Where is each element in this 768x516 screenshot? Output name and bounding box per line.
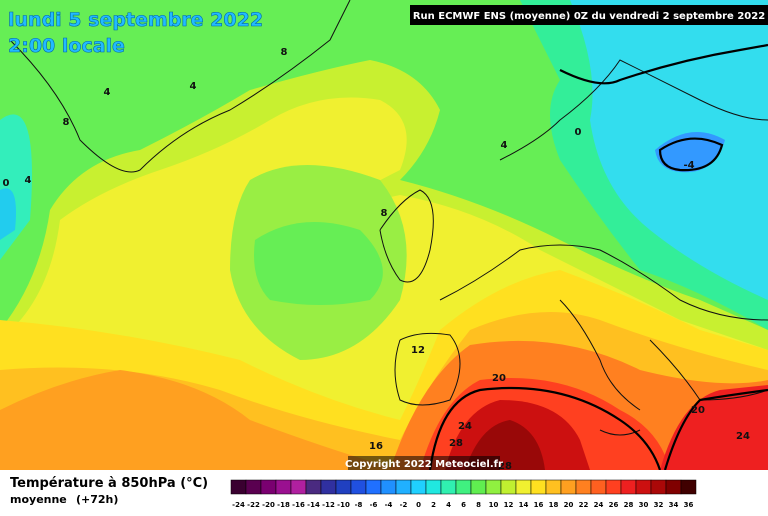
colorbar-label: -20: [262, 501, 275, 509]
colorbar-swatch: [470, 479, 487, 495]
colorbar-swatch: [275, 479, 292, 495]
colorbar-swatch: [455, 479, 472, 495]
colorbar-label: 26: [609, 501, 619, 509]
legend-subtitle: moyenne: [10, 493, 67, 506]
colorbar-label: 36: [684, 501, 694, 509]
contour-label: 4: [190, 81, 197, 92]
colorbar-label: 0: [416, 501, 421, 509]
contour-label: 8: [63, 117, 70, 128]
colorbar-label: 24: [594, 501, 604, 509]
colorbar-swatch: [515, 479, 532, 495]
colorbar-swatch: [395, 479, 412, 495]
colorbar-swatch: [560, 479, 577, 495]
contour-label: 0: [575, 127, 582, 138]
copyright: Copyright 2022 Meteociel.fr: [345, 459, 503, 470]
colorbar-label: 16: [534, 501, 544, 509]
colorbar-label: 6: [461, 501, 466, 509]
colorbar-swatch: [665, 479, 682, 495]
contour-label: 4: [501, 140, 508, 151]
colorbar-label: -6: [370, 501, 378, 509]
contour-label: 8: [381, 208, 388, 219]
colorbar-swatch: [365, 479, 382, 495]
colorbar-label: 34: [669, 501, 679, 509]
contour-label: 28: [498, 461, 512, 472]
colorbar-swatch: [635, 479, 652, 495]
colorbar-swatch: [290, 479, 307, 495]
coastlines: [9, 0, 768, 436]
colorbar-label: -12: [322, 501, 335, 509]
contour-label: 24: [736, 431, 750, 442]
colorbar-swatch: [605, 479, 622, 495]
contour-label: 4: [104, 87, 111, 98]
legend-title: Température à 850hPa (°C): [10, 476, 208, 491]
colorbar-label: 4: [446, 501, 451, 509]
colorbar-swatch: [575, 479, 592, 495]
colorbar-swatch: [380, 479, 397, 495]
zone-cold: [0, 188, 16, 240]
colorbar-label: -16: [292, 501, 305, 509]
colorbar-label: 10: [489, 501, 499, 509]
colorbar-swatch: [500, 479, 517, 495]
colorbar-label: -4: [385, 501, 393, 509]
zone-hot: [660, 385, 768, 470]
colorbar-label: -24: [232, 501, 245, 509]
colorbar-label: 20: [564, 501, 574, 509]
contour-label: 0: [3, 178, 10, 189]
colorbar-swatch: [590, 479, 607, 495]
colorbar-label: -14: [307, 501, 320, 509]
colorbar-swatch: [680, 479, 697, 495]
colorbar-swatch: [485, 479, 502, 495]
contour-label: 20: [691, 405, 705, 416]
colorbar-label: -22: [247, 501, 260, 509]
contour-label: 20: [492, 373, 506, 384]
contour-label: 12: [411, 345, 425, 356]
contour-label: 28: [449, 438, 463, 449]
colorbar-label: 22: [579, 501, 589, 509]
copyright-box: [348, 456, 500, 470]
colorbar-label: 30: [639, 501, 649, 509]
contour-label: -4: [683, 160, 694, 171]
colorbar-swatch: [245, 479, 262, 495]
forecast-time: 2:00 locale: [8, 35, 125, 57]
colorbar-label: -18: [277, 501, 290, 509]
contour-lines: [428, 43, 768, 471]
colorbar-swatch: [410, 479, 427, 495]
colorbar-swatch: [530, 479, 547, 495]
zone-cool: [254, 222, 383, 305]
colorbar-label: -2: [400, 501, 408, 509]
colorbar-swatch: [230, 479, 247, 495]
contour-label: 16: [369, 441, 383, 452]
colorbar-swatch: [320, 479, 337, 495]
colorbar-label: 12: [504, 501, 514, 509]
colorbar-label: 8: [476, 501, 481, 509]
colorbar-swatch: [260, 479, 277, 495]
contour-label: 4: [25, 175, 32, 186]
colorbar-label: 28: [624, 501, 634, 509]
run-info: Run ECMWF ENS (moyenne) 0Z du vendredi 2…: [413, 11, 765, 22]
run-box: [410, 5, 768, 25]
colorbar-swatch: [440, 479, 457, 495]
colorbar-swatch: [305, 479, 322, 495]
colorbar-swatch: [545, 479, 562, 495]
contour-label: 24: [458, 421, 472, 432]
colorbar-swatch: [650, 479, 667, 495]
legend-lead: (+72h): [76, 493, 118, 506]
colorbar-label: 32: [654, 501, 664, 509]
colorbar-swatch: [335, 479, 352, 495]
colorbar-label: 2: [431, 501, 436, 509]
colorbar-label: -10: [337, 501, 350, 509]
forecast-date: lundi 5 septembre 2022: [8, 9, 263, 31]
colorbar-label: -8: [355, 501, 363, 509]
contour-labels: 8 4 4 8 0 4 4 0 -4 8 12 20 20 24 28 24 1…: [3, 47, 750, 472]
colorbar-swatch: [620, 479, 637, 495]
colorbar-swatch: [425, 479, 442, 495]
colorbar-label: 18: [549, 501, 559, 509]
zone-hot: [0, 370, 400, 470]
colorbar-label: 14: [519, 501, 529, 509]
colorbar: -24 -22 -20 -18 -16 -14 -12 -10 -8 -6 -4 -2 0 2 4 6 8 10 1…: [230, 479, 697, 509]
contour-label: 8: [281, 47, 288, 58]
colorbar-swatch: [350, 479, 367, 495]
